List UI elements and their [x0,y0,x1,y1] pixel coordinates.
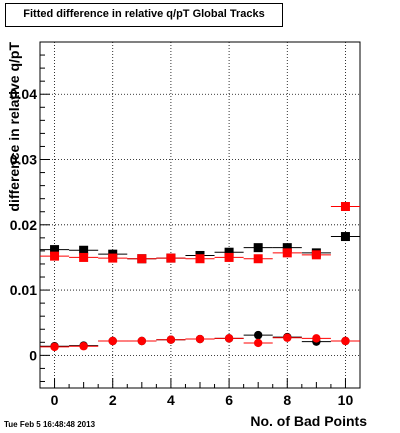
y-axis-label: difference in relative q/pT [6,42,22,212]
chart-title: Fitted difference in relative q/pT Globa… [23,8,265,20]
data-point [50,251,60,261]
data-point [166,253,176,263]
data-point [108,336,117,346]
data-layer [40,202,360,352]
y-tick-label: 0.01 [10,282,37,298]
x-tick-label: 8 [283,392,291,408]
data-point [312,334,321,343]
y-tick-label: 0.02 [10,217,37,233]
y-tick-label: 0.04 [10,86,37,102]
series-4 [40,333,360,352]
x-tick-label: 4 [167,392,175,408]
timestamp: Tue Feb 5 16:48:48 2013 [4,420,96,429]
data-point [195,254,205,264]
data-point [282,243,292,253]
data-point [283,333,292,342]
data-point [79,245,89,255]
data-point [50,245,60,255]
data-point [79,342,88,351]
data-point [195,334,205,344]
grid-layer [40,42,360,388]
data-point [253,243,263,253]
x-tick-label: 10 [338,392,354,408]
y-tick-label: 0.03 [10,152,37,168]
data-point [311,250,321,260]
data-point [50,342,59,352]
data-point [108,253,118,263]
x-axis-label: No. of Bad Points [250,413,367,429]
series-2 [40,202,360,264]
data-point [253,338,263,348]
data-point [79,252,89,262]
chart-title-box: Fitted difference in relative q/pT Globa… [5,3,283,27]
data-point [137,336,147,346]
x-tick-label: 0 [51,392,59,408]
data-point [282,248,292,258]
ticks-layer: 0 2 4 6 8 10 0 0.01 0.02 0.03 0.04 [10,41,361,408]
data-point [137,254,147,264]
data-point [224,252,234,262]
data-point [224,334,234,343]
x-tick-label: 6 [225,392,233,408]
data-point [340,202,350,212]
data-point [166,335,176,344]
data-point [253,330,263,340]
x-tick-label: 2 [109,392,117,408]
data-point [253,254,263,264]
data-point [341,336,350,346]
y-tick-label: 0 [29,347,37,363]
data-point [340,232,350,242]
data-point [224,247,234,257]
